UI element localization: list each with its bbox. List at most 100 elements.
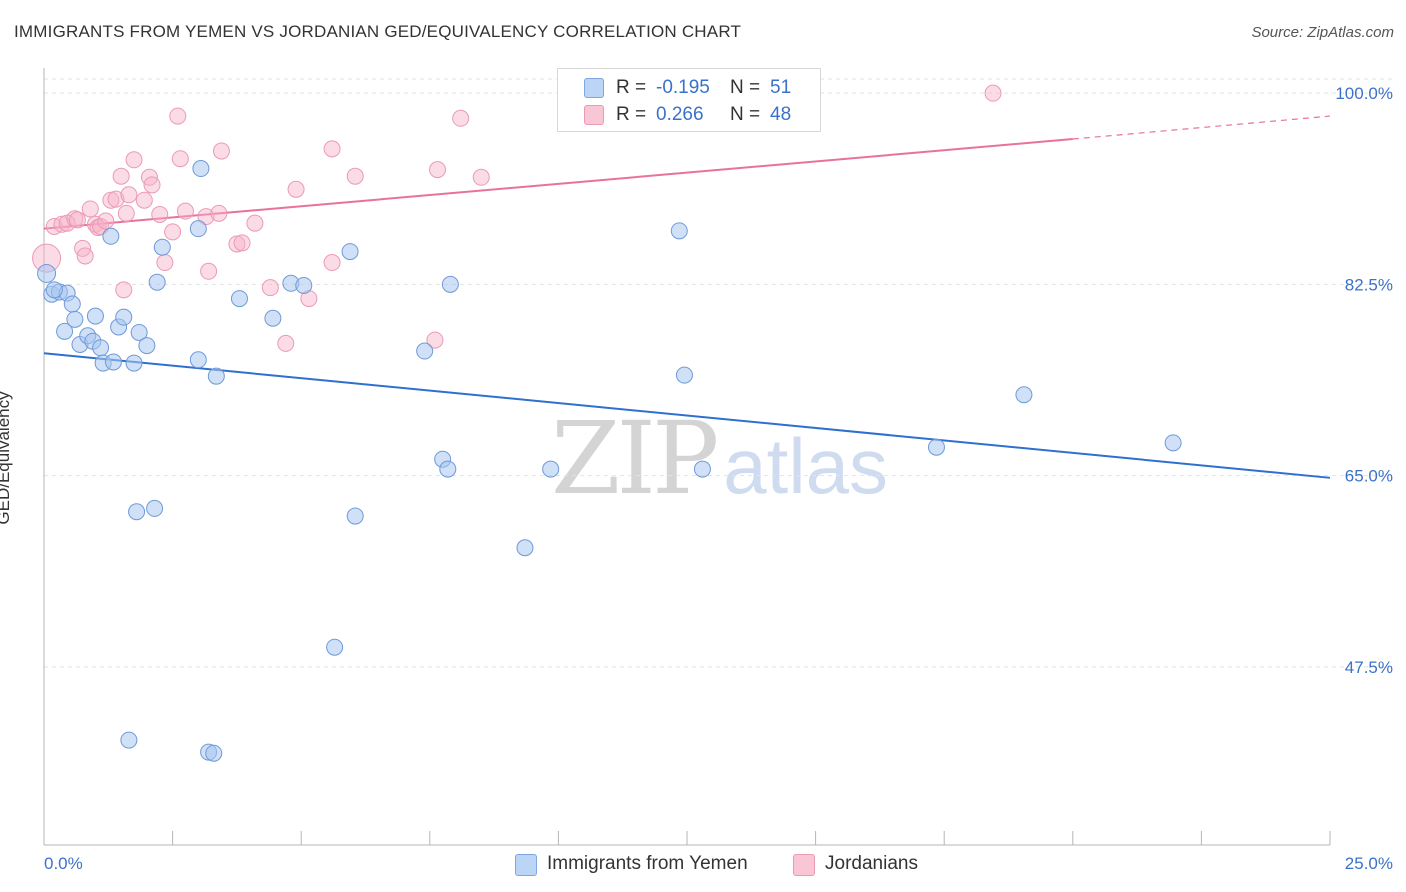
data-point-jordanians — [143, 176, 161, 194]
data-point-jordanians — [102, 191, 120, 209]
data-point-yemen — [138, 337, 156, 355]
data-point-yemen — [102, 227, 120, 245]
data-point-jordanians — [246, 214, 264, 232]
data-point-jordanians — [472, 168, 490, 186]
y-tick-label: 100.0% — [1335, 84, 1393, 103]
legend-row-yemen: R = -0.195 N = 51 — [558, 75, 820, 101]
data-point-jordanians — [125, 151, 143, 169]
watermark-atlas: atlas — [723, 422, 889, 510]
legend-n-value: 51 — [770, 77, 792, 98]
data-point-jordanians — [212, 142, 230, 160]
yemen-points — [37, 160, 1182, 762]
data-point-yemen — [441, 275, 459, 293]
x-tick-label-min: 0.0% — [44, 854, 83, 873]
y-tick-label: 82.5% — [1345, 275, 1393, 294]
data-point-yemen — [189, 220, 207, 238]
trend-line-jordanians-extension — [1072, 115, 1331, 140]
data-point-yemen — [120, 731, 138, 749]
data-point-jordanians — [135, 191, 153, 209]
data-point-jordanians — [426, 331, 444, 349]
legend-r-label: R = — [616, 77, 647, 98]
data-point-yemen — [341, 243, 359, 261]
legend-n-label: N = — [730, 77, 761, 98]
data-point-yemen — [192, 160, 210, 178]
data-point-yemen — [326, 638, 344, 656]
legend-swatch-yemen — [515, 854, 537, 876]
data-point-yemen — [1015, 386, 1033, 404]
data-point-yemen — [128, 503, 146, 521]
data-point-jordanians — [115, 281, 133, 299]
data-point-yemen — [670, 222, 688, 240]
data-point-jordanians — [68, 211, 86, 229]
data-point-yemen — [207, 367, 225, 385]
data-point-jordanians — [151, 205, 169, 223]
data-point-jordanians — [112, 167, 130, 185]
data-point-jordanians — [176, 202, 194, 220]
chart-title: IMMIGRANTS FROM YEMEN VS JORDANIAN GED/E… — [14, 22, 742, 41]
data-point-jordanians — [171, 150, 189, 168]
y-axis-label: GED/Equivalency — [0, 391, 13, 525]
data-point-yemen — [125, 354, 143, 372]
x-tick-label-max: 25.0% — [1345, 854, 1393, 873]
data-point-jordanians — [287, 180, 305, 198]
data-point-jordanians — [429, 161, 447, 179]
watermark: ZIP atlas — [551, 400, 888, 517]
data-point-jordanians — [53, 215, 71, 233]
data-point-jordanians — [984, 84, 1002, 102]
data-point-jordanians — [164, 223, 182, 241]
y-tick-label: 65.0% — [1345, 467, 1393, 486]
data-point-yemen — [56, 322, 74, 340]
data-point-jordanians — [261, 279, 279, 297]
data-point-jordanians — [277, 334, 295, 352]
data-point-yemen — [92, 339, 110, 357]
data-point-yemen — [542, 460, 560, 478]
legend-r-value: 0.266 — [656, 104, 704, 125]
data-point-jordanians — [452, 109, 470, 127]
data-point-jordanians — [228, 235, 246, 253]
y-tick-label-layer: 100.0% 82.5% 65.0% 47.5% — [1335, 84, 1393, 677]
jordanians-points — [32, 84, 1002, 352]
data-point-jordanians — [169, 107, 187, 125]
data-point-yemen — [230, 290, 248, 308]
legend-n-label: N = — [730, 104, 761, 125]
data-point-yemen — [104, 353, 122, 371]
data-point-jordanians — [200, 262, 218, 280]
data-point-jordanians — [97, 212, 115, 230]
correlation-legend: R = -0.195 N = 51 R = 0.266 N = 48 — [557, 68, 821, 132]
data-point-jordanians — [323, 140, 341, 158]
trend-line-jordanians — [43, 138, 1073, 230]
data-point-jordanians — [107, 190, 125, 208]
data-point-yemen — [146, 499, 164, 517]
data-point-yemen — [516, 539, 534, 557]
data-point-yemen — [45, 281, 63, 299]
data-point-jordanians — [120, 186, 138, 204]
legend-swatch-jordanians — [584, 105, 604, 125]
series-legend: Immigrants from Yemen Jordanians — [0, 852, 1406, 878]
source-label: Source: ZipAtlas.com — [1251, 24, 1394, 41]
legend-label-yemen: Immigrants from Yemen — [547, 853, 748, 874]
data-point-jordanians — [323, 254, 341, 272]
data-point-yemen — [115, 308, 133, 326]
data-point-yemen — [86, 307, 104, 325]
data-point-jordanians — [81, 200, 99, 218]
x-tick-label-layer: 0.0% 25.0% — [44, 854, 1393, 873]
data-point-yemen — [205, 744, 223, 762]
data-point-jordanians — [233, 234, 251, 252]
data-point-jordanians — [197, 208, 215, 226]
legend-row-jordanians: R = 0.266 N = 48 — [558, 102, 820, 128]
data-point-jordanians — [117, 204, 135, 222]
data-point-jordanians — [58, 214, 76, 232]
data-point-yemen — [63, 295, 81, 313]
legend-label-jordanians: Jordanians — [825, 853, 918, 874]
legend-swatch-yemen — [584, 78, 604, 98]
data-point-yemen — [927, 438, 945, 456]
data-point-jordanians — [346, 167, 364, 185]
data-point-yemen — [66, 310, 84, 328]
data-point-jordanians — [156, 254, 174, 272]
data-point-jordanians — [210, 204, 228, 222]
data-point-yemen — [346, 507, 364, 525]
trend-line-yemen — [43, 352, 1331, 479]
legend-r-value: -0.195 — [656, 77, 710, 98]
data-point-yemen — [264, 309, 282, 327]
